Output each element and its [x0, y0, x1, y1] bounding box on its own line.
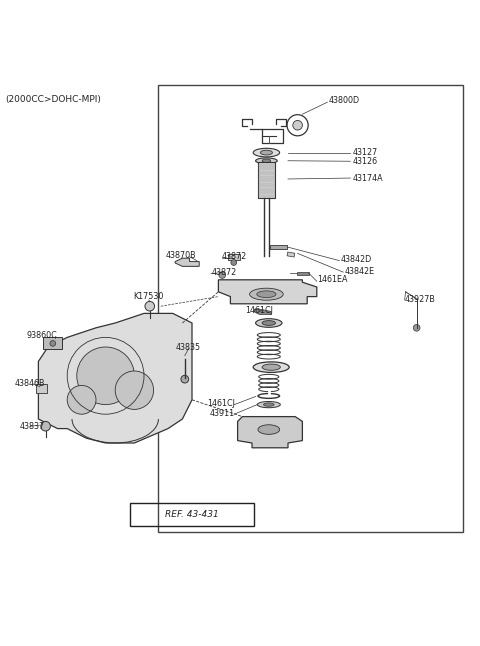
Text: REF. 43-431: REF. 43-431 — [165, 510, 219, 519]
Polygon shape — [258, 162, 275, 198]
Ellipse shape — [264, 403, 274, 406]
Text: 43127: 43127 — [353, 148, 378, 157]
Ellipse shape — [261, 151, 273, 155]
Bar — [158, 85, 463, 532]
Text: 93860C: 93860C — [26, 331, 57, 340]
Polygon shape — [175, 258, 199, 266]
Text: 43911: 43911 — [210, 409, 235, 418]
Text: 43842D: 43842D — [341, 255, 372, 264]
Circle shape — [181, 375, 189, 383]
Bar — [228, 254, 240, 260]
Circle shape — [219, 271, 226, 278]
Text: 1461EA: 1461EA — [317, 275, 348, 284]
Polygon shape — [254, 309, 271, 315]
Text: K17530: K17530 — [133, 292, 164, 301]
Text: 43870B: 43870B — [166, 251, 196, 260]
Polygon shape — [238, 417, 302, 448]
Text: 43174A: 43174A — [353, 174, 384, 183]
Text: 1461CJ: 1461CJ — [245, 306, 273, 315]
Circle shape — [293, 120, 302, 130]
Text: 43872: 43872 — [222, 252, 247, 261]
Ellipse shape — [250, 288, 283, 300]
Text: 43837: 43837 — [19, 422, 44, 431]
Ellipse shape — [257, 401, 280, 408]
Text: 43800D: 43800D — [329, 96, 360, 105]
Ellipse shape — [262, 320, 276, 326]
Ellipse shape — [253, 362, 289, 373]
Circle shape — [50, 340, 56, 346]
Ellipse shape — [253, 149, 279, 157]
Text: 43126: 43126 — [353, 157, 378, 166]
Circle shape — [115, 371, 154, 410]
Circle shape — [231, 260, 237, 266]
Ellipse shape — [262, 159, 271, 162]
Polygon shape — [218, 280, 317, 304]
Text: 43872: 43872 — [211, 267, 237, 276]
Circle shape — [413, 324, 420, 331]
Text: (2000CC>DOHC-MPI): (2000CC>DOHC-MPI) — [5, 95, 101, 104]
Ellipse shape — [256, 158, 277, 163]
Ellipse shape — [262, 364, 280, 370]
Ellipse shape — [258, 425, 279, 434]
Polygon shape — [38, 313, 192, 443]
Bar — [270, 245, 287, 249]
Bar — [130, 503, 254, 526]
Bar — [297, 271, 309, 275]
Text: 43835: 43835 — [175, 342, 200, 351]
Circle shape — [67, 386, 96, 414]
Bar — [43, 337, 62, 349]
Ellipse shape — [257, 291, 276, 298]
Bar — [36, 384, 47, 393]
Circle shape — [41, 421, 50, 431]
Circle shape — [77, 347, 134, 404]
Text: 1461CJ: 1461CJ — [207, 399, 235, 408]
Text: 43927B: 43927B — [405, 295, 435, 304]
Ellipse shape — [256, 318, 282, 328]
Bar — [287, 252, 295, 257]
Circle shape — [145, 302, 155, 311]
Text: 43842E: 43842E — [345, 267, 375, 276]
Text: 43846B: 43846B — [14, 379, 45, 388]
